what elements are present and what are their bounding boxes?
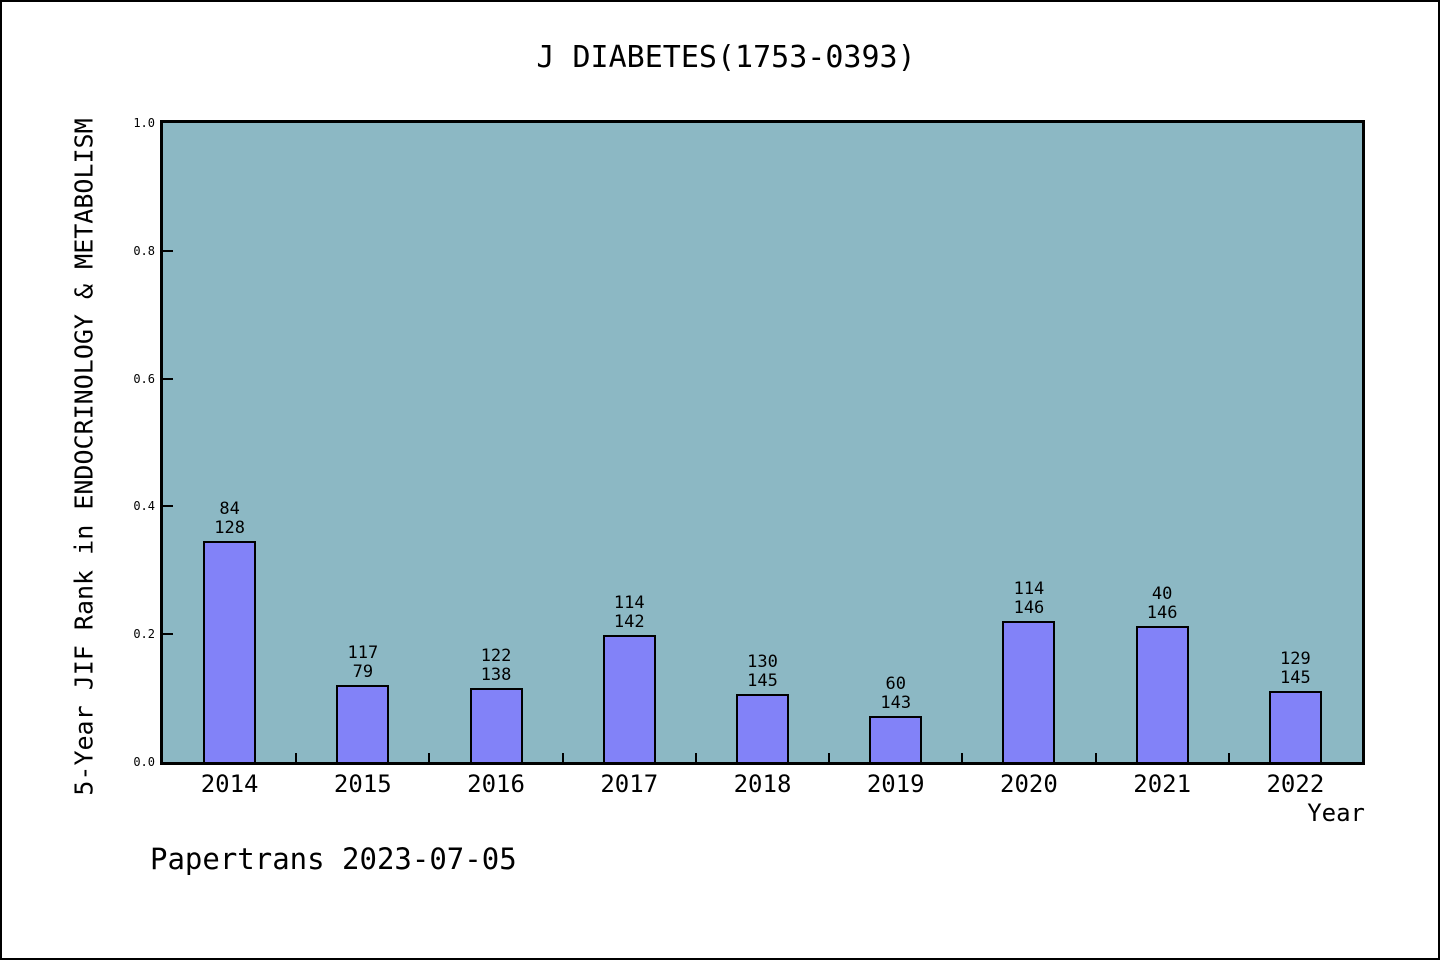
x-tick-label: 2014 [200, 770, 259, 798]
y-tick-label: 0.0 [133, 755, 155, 769]
bar-value-label: 114 142 [613, 593, 645, 632]
bar-2014 [203, 541, 257, 762]
bar-2016 [469, 688, 523, 762]
bar-2021 [1135, 626, 1189, 762]
x-tick-label: 2015 [333, 770, 392, 798]
x-tick-label: 2019 [866, 770, 925, 798]
x-minor-tick-mark [295, 753, 298, 762]
y-tick-mark [163, 505, 173, 508]
x-tick-label: 2016 [467, 770, 525, 798]
bar-value-label: 130 145 [747, 652, 778, 691]
bar-2015 [336, 685, 390, 762]
bar-2018 [736, 694, 789, 762]
y-axis-label: 5-Year JIF Rank in ENDOCRINOLOGY & METAB… [69, 118, 99, 796]
watermark-text: Papertrans 2023-07-05 [150, 842, 517, 876]
x-tick-label: 2022 [1266, 770, 1325, 798]
bar-2017 [602, 635, 656, 762]
x-minor-tick-mark [694, 753, 697, 762]
y-tick-label: 0.6 [133, 371, 155, 386]
chart-title: J DIABETES(1753-0393) [536, 40, 916, 75]
bar-2020 [1002, 621, 1056, 762]
x-minor-tick-mark [561, 753, 564, 762]
x-minor-tick-mark [961, 753, 964, 762]
y-tick-label: 0.8 [133, 243, 155, 258]
x-axis-label: Year [1307, 799, 1365, 827]
y-tick-label: 0.4 [133, 499, 155, 514]
y-tick-mark [163, 377, 173, 380]
x-minor-tick-mark [1094, 753, 1097, 762]
bar-value-label: 40 146 [1146, 584, 1178, 623]
x-tick-label: 2021 [1133, 770, 1192, 798]
bar-value-label: 122 138 [480, 646, 512, 685]
bar-value-label: 60 143 [880, 674, 912, 713]
bar-2019 [869, 716, 923, 762]
bar-value-label: 117 79 [347, 643, 379, 682]
y-tick-mark [163, 633, 173, 636]
y-tick-label: 1.0 [133, 116, 155, 130]
x-minor-tick-mark [828, 753, 831, 762]
x-minor-tick-mark [1227, 753, 1230, 762]
y-tick-mark [163, 249, 173, 252]
plot-area: 0.0 0.2 0.4 0.6 0.8 1.0 84 128 2014 117 79 2015 12… [133, 116, 1365, 798]
x-tick-label: 2017 [600, 770, 659, 798]
x-tick-label: 2018 [733, 770, 792, 798]
bar-value-label: 114 146 [1013, 579, 1045, 618]
bar-2022 [1268, 691, 1322, 762]
y-tick-label: 0.2 [133, 627, 155, 642]
bar-value-label: 129 145 [1280, 649, 1311, 688]
x-tick-label: 2020 [1000, 770, 1058, 798]
x-minor-tick-mark [428, 753, 431, 762]
bar-value-label: 84 128 [214, 499, 245, 538]
